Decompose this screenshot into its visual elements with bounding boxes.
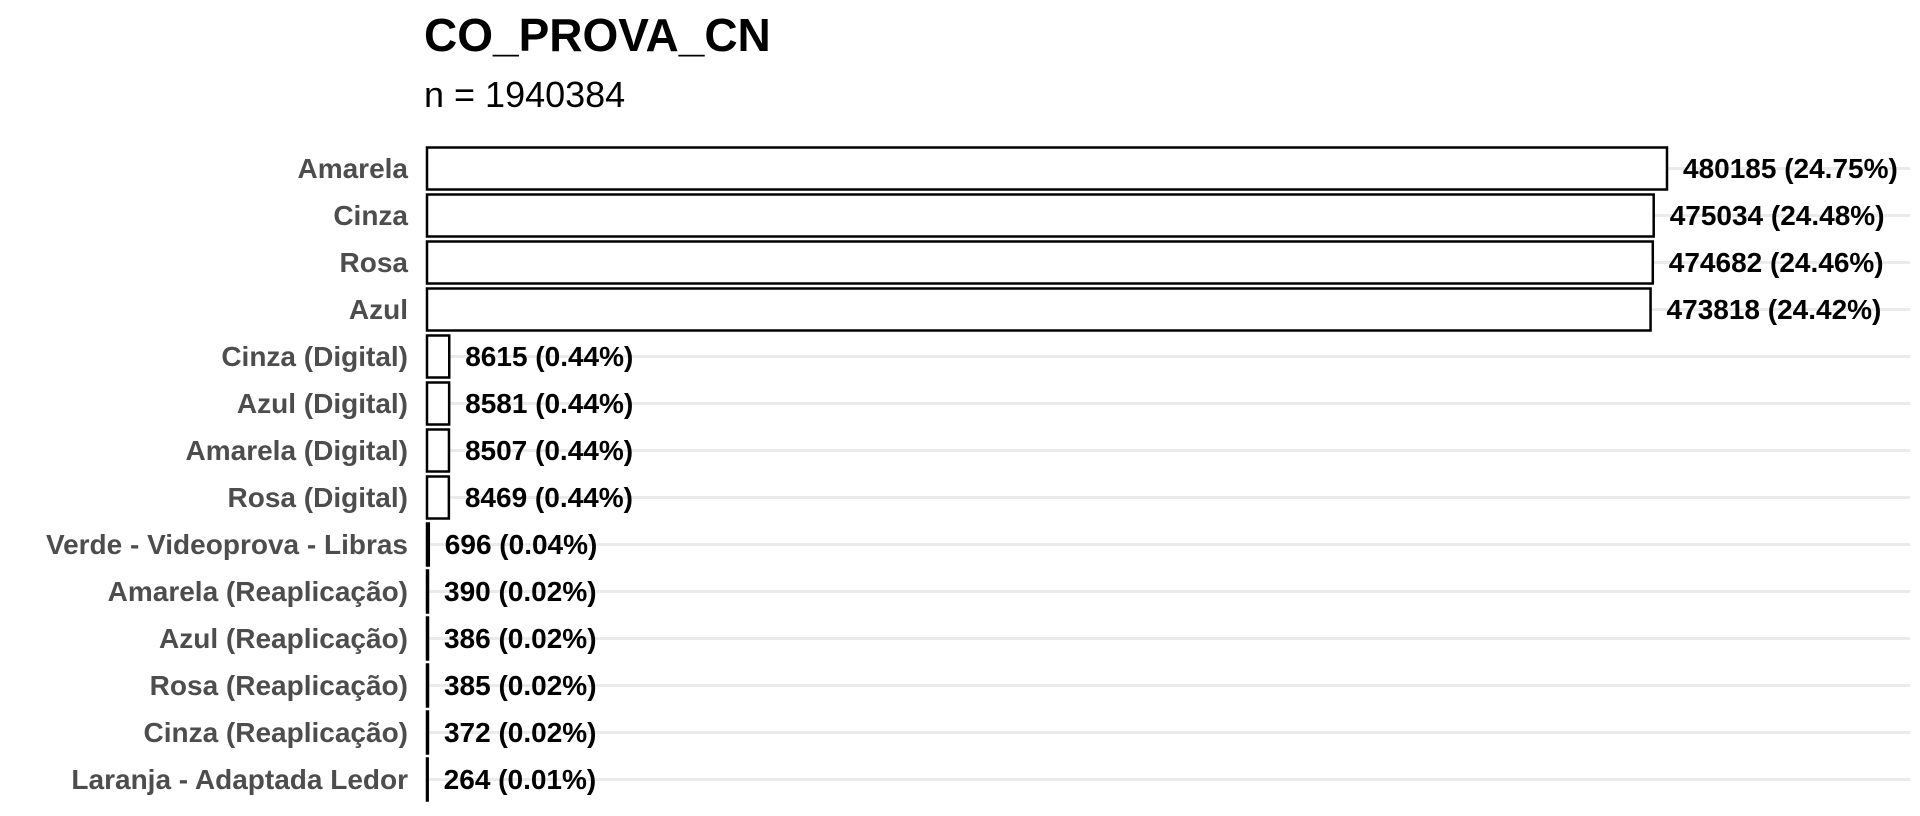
category-label: Rosa (Reaplicação) [150,670,408,701]
bar [425,522,431,567]
category-label: Azul [349,294,408,325]
category-label: Azul (Reaplicação) [159,623,408,654]
value-label: 8615 (0.44%) [465,341,633,372]
value-label: 8581 (0.44%) [465,388,633,419]
value-label: 474682 (24.46%) [1669,247,1884,278]
bar [425,663,430,708]
value-label: 372 (0.02%) [444,717,597,748]
value-label: 8469 (0.44%) [465,482,633,513]
bar [425,287,1652,332]
category-label: Rosa [340,247,409,278]
value-label: 390 (0.02%) [444,576,597,607]
bar [425,710,430,755]
category-label: Azul (Digital) [237,388,408,419]
value-label: 475034 (24.48%) [1670,200,1885,231]
value-label: 480185 (24.75%) [1683,153,1898,184]
value-label: 385 (0.02%) [444,670,597,701]
category-label: Amarela [297,153,408,184]
value-label: 696 (0.04%) [445,529,598,560]
bar [425,475,451,520]
value-label: 264 (0.01%) [444,764,597,795]
value-label: 386 (0.02%) [444,623,597,654]
bar [425,146,1669,191]
bar [425,569,430,614]
category-label: Cinza (Digital) [221,341,408,372]
value-label: 8507 (0.44%) [465,435,633,466]
category-label: Amarela (Digital) [186,435,409,466]
category-label: Cinza (Reaplicação) [143,717,408,748]
bar [425,616,430,661]
bar [425,381,451,426]
category-label: Cinza [333,200,408,231]
bar [425,757,429,802]
category-label: Rosa (Digital) [228,482,408,513]
category-label: Amarela (Reaplicação) [108,576,408,607]
category-label: Laranja - Adaptada Ledor [71,764,408,795]
category-label: Verde - Videoprova - Libras [46,529,408,560]
value-label: 473818 (24.42%) [1667,294,1882,325]
bar [425,334,451,379]
chart-subtitle: n = 1940384 [424,74,626,115]
bar [425,193,1655,238]
bar [425,240,1655,285]
bar [425,428,451,473]
chart-title: CO_PROVA_CN [424,9,771,61]
